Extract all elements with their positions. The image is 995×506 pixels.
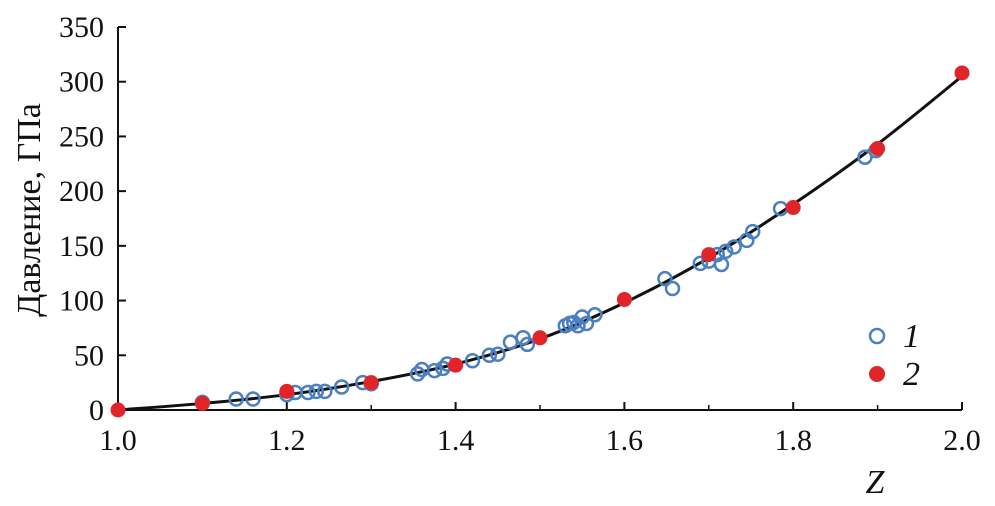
data-point-series-1 — [713, 256, 730, 273]
legend: 1 2 — [868, 318, 920, 393]
series-2 — [110, 65, 970, 418]
x-tick-label: 2.0 — [943, 424, 981, 457]
data-point-series-1 — [308, 383, 325, 400]
legend-label-series-2: 2 — [903, 356, 920, 393]
data-point-series-1 — [409, 366, 426, 382]
data-point-series-1 — [228, 391, 244, 407]
data-point-series-2 — [194, 395, 210, 411]
data-point-series-1 — [657, 270, 673, 287]
y-tick-label: 50 — [74, 339, 104, 372]
y-tick-label: 0 — [89, 394, 104, 427]
data-point-series-1 — [333, 379, 350, 395]
x-axis-title: Z — [866, 464, 886, 501]
data-point-series-2 — [616, 291, 632, 307]
data-point-series-1 — [426, 362, 443, 379]
data-point-series-2 — [363, 375, 379, 391]
y-tick-label: 150 — [59, 230, 104, 263]
y-axis-title: Давление, ГПа — [11, 103, 48, 317]
data-point-series-2 — [701, 247, 717, 263]
data-point-series-1 — [692, 255, 709, 272]
x-tick-label: 1.8 — [774, 424, 812, 457]
data-point-series-1 — [744, 223, 761, 240]
data-point-series-1 — [481, 347, 498, 364]
data-point-series-1 — [464, 353, 481, 369]
data-point-series-1 — [502, 334, 519, 350]
data-point-series-1 — [587, 307, 603, 323]
x-tick-label: 1.4 — [437, 424, 475, 457]
y-tick-label: 100 — [59, 285, 104, 318]
legend-marker-series-1 — [868, 327, 886, 345]
y-tick-label: 350 — [59, 11, 104, 44]
y-ticks: 0 50 100 150 200 250 300 350 — [59, 11, 126, 427]
data-point-series-1 — [726, 239, 742, 255]
data-point-series-1 — [300, 384, 316, 401]
data-point-series-2 — [785, 200, 801, 216]
axes — [117, 27, 962, 411]
x-tick-label: 1.2 — [268, 424, 306, 457]
data-point-series-1 — [664, 280, 681, 297]
data-point-series-2 — [532, 330, 548, 346]
x-tick-label: 1.6 — [606, 424, 644, 457]
data-point-series-2 — [110, 402, 126, 418]
y-tick-label: 250 — [59, 120, 104, 153]
data-point-series-1 — [519, 336, 536, 353]
series-1 — [194, 142, 884, 411]
y-tick-label: 300 — [59, 66, 104, 99]
data-point-series-2 — [870, 140, 886, 156]
data-point-series-2 — [448, 357, 464, 373]
fit-line — [117, 75, 963, 412]
legend-marker-series-2 — [869, 366, 885, 382]
data-point-series-1 — [857, 149, 873, 165]
legend-label-series-1: 1 — [903, 318, 920, 355]
data-point-series-2 — [279, 383, 295, 399]
x-ticks: 1.0 1.2 1.4 1.6 1.8 2.0 — [99, 402, 981, 457]
data-point-series-1 — [317, 383, 333, 400]
data-point-series-1 — [717, 243, 734, 260]
data-point-series-1 — [570, 317, 586, 334]
y-tick-label: 200 — [59, 175, 104, 208]
data-point-series-1 — [245, 391, 261, 407]
x-tick-label: 1.0 — [99, 424, 137, 457]
data-point-series-1 — [490, 346, 506, 362]
data-point-series-2 — [954, 65, 970, 81]
data-point-series-1 — [578, 315, 595, 332]
series-layer — [110, 65, 970, 418]
